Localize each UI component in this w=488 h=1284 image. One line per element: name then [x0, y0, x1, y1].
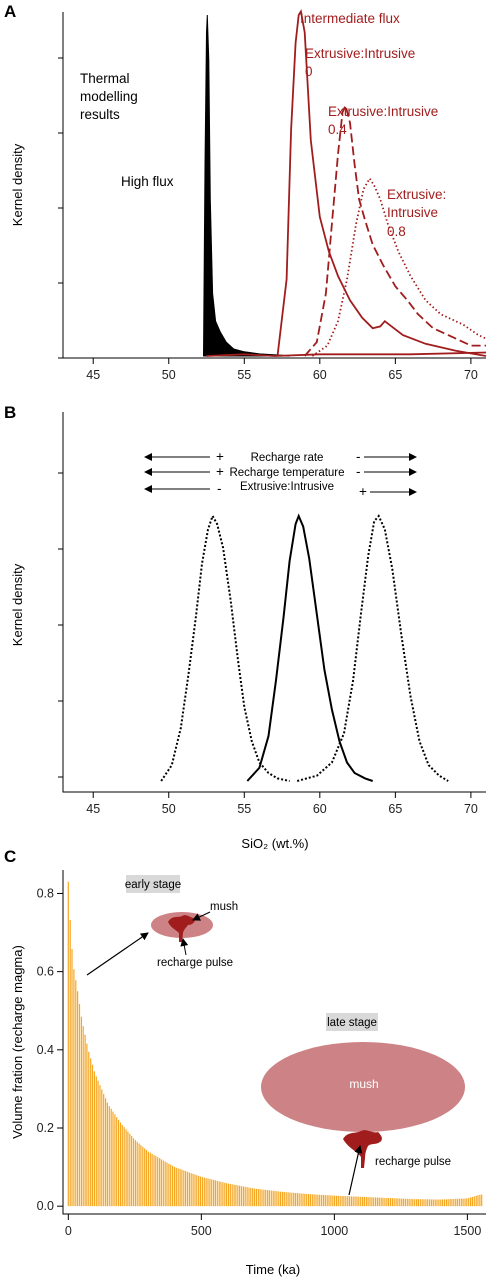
panel-c-x-tick-label: 500	[191, 1224, 212, 1238]
late-stage-label: late stage	[327, 1017, 377, 1029]
panel-a-x-tick-label: 50	[162, 368, 176, 382]
mush-large-label: mush	[349, 1077, 378, 1091]
early-stage-pointer-arrow	[86, 932, 149, 976]
row1-left-sign: +	[216, 449, 224, 464]
row2-left-sign: +	[216, 464, 224, 479]
panel-c-bars	[67, 881, 483, 1207]
ei-0-label-line2: 0	[305, 64, 313, 79]
panel-c: C 0.0 0.2 0.4 0.6 0.8 0 500 1000 1500 Volume fr…	[4, 847, 486, 1277]
panel-c-x-ticks: 0 500 1000 1500	[65, 1214, 481, 1238]
thermal-label-line1: Thermal	[80, 71, 130, 86]
panel-a-series-0	[202, 14, 290, 357]
panel-a-x-tick-label: 55	[237, 368, 251, 382]
recharge-pulse-small-shape	[168, 915, 196, 942]
panel-c-ylabel: Volume fration (recharge magma)	[10, 945, 25, 1139]
panel-a-letter: A	[4, 2, 16, 21]
mush-small-label: mush	[210, 901, 238, 913]
direction-row-recharge-temperature: + Recharge temperature -	[144, 464, 417, 479]
row2-right-sign: -	[356, 464, 361, 479]
recharge-pulse-large-shape	[343, 1130, 382, 1168]
panel-a-series-2	[206, 351, 487, 357]
panel-c-letter: C	[4, 847, 16, 866]
panel-a-series-4	[311, 176, 487, 357]
panel-a-x-tick-label: 65	[388, 368, 402, 382]
panel-c-y-tick-label: 0.8	[37, 886, 54, 900]
mush-small-arrow	[192, 911, 211, 921]
panel-a-x-tick-label: 60	[313, 368, 327, 382]
panel-b-x-tick-label: 45	[86, 802, 100, 816]
panel-a: A 45 50 55 60 65 70 Kernel density Thermal mo…	[4, 2, 487, 382]
panel-c-y-tick-label: 0.4	[37, 1043, 54, 1057]
panel-a-x-tick-label: 45	[86, 368, 100, 382]
panel-c-axes	[62, 870, 486, 1215]
row3-label: Extrusive:Intrusive	[240, 481, 334, 493]
mush-large-ellipse	[261, 1042, 465, 1132]
late-stage-pointer-arrow	[348, 1145, 363, 1196]
panel-b-series-0	[160, 513, 290, 782]
panel-b-series	[160, 513, 449, 782]
thermal-label-line3: results	[80, 107, 120, 122]
panel-a-y-ticks	[58, 57, 63, 359]
panel-a-series-1	[276, 9, 487, 357]
panel-a-ylabel: Kernel density	[10, 143, 25, 226]
panel-c-x-tick-label: 1000	[320, 1224, 348, 1238]
panel-b: B 45 50 55 60 65 70 Kernel density SiO₂ (wt.%…	[4, 403, 486, 851]
panel-a-series	[202, 9, 487, 357]
ei-08-label-line2: Intrusive	[387, 205, 438, 220]
panel-b-series-2	[296, 514, 449, 782]
panel-c-x-tick-label: 0	[65, 1224, 72, 1238]
row2-label: Recharge temperature	[229, 467, 344, 479]
ei-04-label-line1: Extrusive:Intrusive	[328, 104, 438, 119]
thermal-label-line2: modelling	[80, 89, 138, 104]
direction-row-extrusive-intrusive: - Extrusive:Intrusive +	[144, 481, 417, 499]
late-stage-box	[326, 1013, 378, 1031]
direction-row-recharge-rate: + Recharge rate -	[144, 449, 417, 464]
recharge-pulse-2-label: recharge pulse	[375, 1156, 451, 1168]
panel-a-series-3	[304, 102, 486, 357]
panel-b-x-ticks: 45 50 55 60 65 70	[86, 792, 478, 816]
recharge-pulse-1-label: recharge pulse	[157, 957, 233, 969]
row1-right-sign: -	[356, 449, 361, 464]
row3-right-sign: +	[359, 484, 367, 499]
intermediate-flux-label: Intermediate flux	[300, 11, 400, 26]
ei-08-label-line3: 0.8	[387, 224, 406, 239]
panel-b-axes	[62, 412, 486, 793]
panel-b-x-tick-label: 60	[313, 802, 327, 816]
panel-c-y-ticks: 0.0 0.2 0.4 0.6 0.8	[37, 886, 63, 1213]
ei-0-label-line1: Extrusive:Intrusive	[305, 46, 415, 61]
panel-c-x-tick-label: 1500	[453, 1224, 481, 1238]
panel-a-x-tick-label: 70	[464, 368, 478, 382]
ei-08-label-line1: Extrusive:	[387, 187, 446, 202]
panel-b-xlabel: SiO₂ (wt.%)	[241, 836, 308, 851]
panel-c-y-tick-label: 0.2	[37, 1121, 54, 1135]
panel-c-y-tick-label: 0.6	[37, 965, 54, 979]
panel-a-x-ticks: 45 50 55 60 65 70	[86, 358, 478, 382]
early-stage-box	[126, 875, 180, 893]
recharge-pulse-1-arrow	[180, 938, 189, 956]
early-stage-label: early stage	[125, 879, 181, 891]
panel-b-letter: B	[4, 403, 16, 422]
panel-b-x-tick-label: 65	[388, 802, 402, 816]
panel-b-series-1	[246, 513, 374, 782]
ei-04-label-line2: 0.4	[328, 122, 347, 137]
panel-b-y-ticks	[58, 472, 63, 778]
row1-label: Recharge rate	[251, 452, 324, 464]
panel-b-ylabel: Kernel density	[10, 563, 25, 646]
panel-b-x-tick-label: 50	[162, 802, 176, 816]
panel-c-y-tick-label: 0.0	[37, 1199, 54, 1213]
panel-b-x-tick-label: 70	[464, 802, 478, 816]
panel-b-x-tick-label: 55	[237, 802, 251, 816]
panel-c-xlabel: Time (ka)	[246, 1262, 300, 1277]
row3-left-sign: -	[217, 481, 222, 496]
high-flux-label: High flux	[121, 174, 174, 189]
